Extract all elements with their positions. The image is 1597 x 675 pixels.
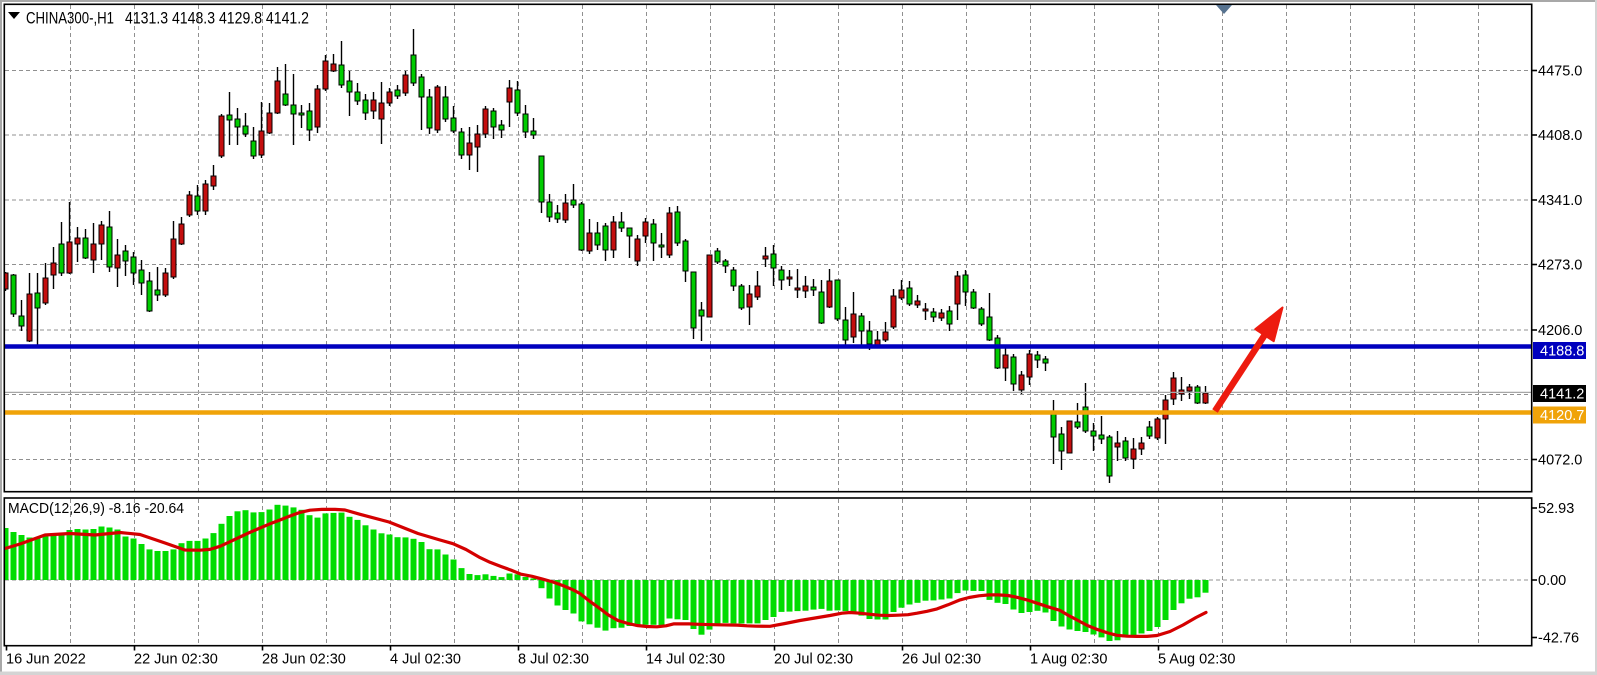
svg-text:28 Jun 02:30: 28 Jun 02:30 [262,652,346,668]
svg-text:4120.7: 4120.7 [1540,408,1584,424]
svg-text:20 Jul 02:30: 20 Jul 02:30 [774,652,853,668]
svg-text:4206.0: 4206.0 [1538,323,1582,339]
svg-text:-42.76: -42.76 [1538,631,1579,647]
svg-text:4341.0: 4341.0 [1538,193,1582,209]
svg-text:4072.0: 4072.0 [1538,453,1582,469]
svg-text:CHINA300-,H1: CHINA300-,H1 [26,9,114,28]
svg-text:1 Aug 02:30: 1 Aug 02:30 [1030,652,1107,668]
svg-text:16 Jun 2022: 16 Jun 2022 [6,652,86,668]
svg-text:4141.2: 4141.2 [1540,387,1584,403]
svg-text:4273.0: 4273.0 [1538,258,1582,274]
svg-text:4 Jul 02:30: 4 Jul 02:30 [390,652,461,668]
svg-text:5 Aug 02:30: 5 Aug 02:30 [1158,652,1235,668]
svg-text:4408.0: 4408.0 [1538,128,1582,144]
svg-text:MACD(12,26,9) -8.16 -20.64: MACD(12,26,9) -8.16 -20.64 [8,501,184,517]
svg-text:4131.3 4148.3 4129.8 4141.2: 4131.3 4148.3 4129.8 4141.2 [125,9,309,28]
svg-text:8 Jul 02:30: 8 Jul 02:30 [518,652,589,668]
svg-text:4475.0: 4475.0 [1538,64,1582,80]
svg-text:26 Jul 02:30: 26 Jul 02:30 [902,652,981,668]
svg-text:4188.8: 4188.8 [1540,344,1584,360]
svg-text:14 Jul 02:30: 14 Jul 02:30 [646,652,725,668]
svg-text:0.00: 0.00 [1538,573,1566,589]
svg-text:22 Jun 02:30: 22 Jun 02:30 [134,652,218,668]
svg-text:52.93: 52.93 [1538,501,1574,517]
